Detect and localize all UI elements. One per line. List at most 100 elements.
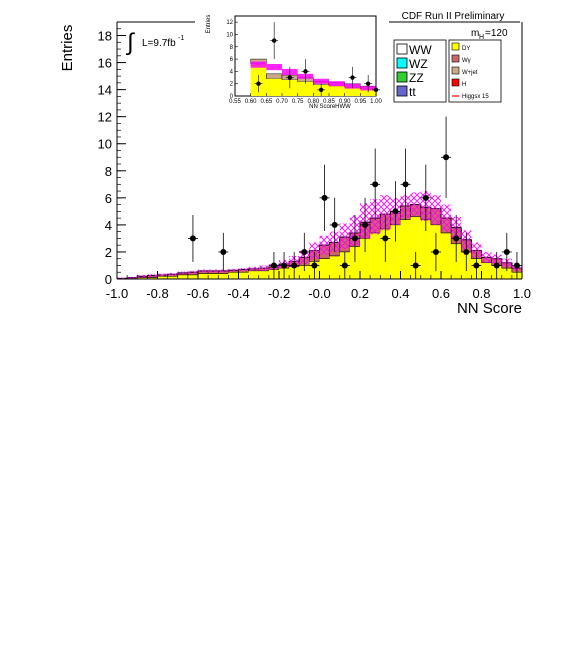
legend-swatch: [396, 71, 408, 83]
data-point: [392, 208, 399, 215]
inset-dy-bar: [266, 78, 282, 96]
uncertainty-band-bin: [471, 242, 482, 258]
inset-x-tick-label: 0.95: [354, 99, 366, 105]
dy-bar: [400, 219, 411, 279]
y-tick-label: 10: [98, 137, 112, 152]
dy-bar: [370, 233, 381, 279]
data-point: [311, 262, 318, 269]
data-point: [301, 248, 308, 255]
uncertainty-band-bin: [177, 271, 188, 275]
x-tick-label: 0.4: [391, 286, 409, 301]
header-box: CDF Run II Preliminary: [389, 9, 520, 23]
data-point: [422, 194, 429, 201]
lumi-text: L=9.7fb: [142, 38, 176, 49]
dy-bar: [238, 272, 249, 279]
y-tick-label: 4: [105, 218, 112, 233]
dy-bar: [349, 246, 360, 279]
mass-label: m H =120: [471, 28, 508, 41]
uncertainty-band-bin: [127, 276, 138, 279]
y-tick-label: 2: [105, 245, 112, 260]
main-data-points: [187, 116, 522, 279]
inset-higgs-band: [266, 64, 282, 71]
inset-x-tick-label: 0.65: [260, 99, 272, 105]
legend-label: Higgsx 15: [462, 94, 489, 100]
inset-data-points: [254, 22, 380, 96]
inset-x-tick-label: 0.80: [307, 99, 319, 105]
data-point: [463, 248, 470, 255]
x-axis-title: NN Score: [457, 300, 522, 317]
dy-bar: [147, 277, 158, 279]
luminosity-label: ∫ L=9.7fb -1: [125, 29, 184, 56]
integral-symbol: ∫: [125, 29, 135, 56]
y-tick-label: 8: [105, 164, 112, 179]
legend-label: ZZ: [409, 71, 424, 85]
data-point: [321, 194, 328, 201]
dy-bar: [501, 268, 512, 279]
dy-bar: [157, 276, 168, 279]
inset-y-tick-label: 0: [230, 94, 234, 100]
inset-x-axis-title: NN ScoreHWW: [309, 104, 351, 110]
x-tick-label: -0.4: [227, 286, 249, 301]
dy-bar: [410, 216, 421, 279]
data-point: [513, 262, 520, 269]
inset-x-tick-label: 0.75: [292, 99, 304, 105]
dy-bar: [299, 265, 310, 279]
legend-label: DY: [462, 46, 470, 52]
y-tick-label: 18: [98, 29, 112, 44]
data-point: [432, 248, 439, 255]
data-point: [443, 154, 450, 161]
uncertainty-band-bin: [339, 223, 350, 250]
data-point: [402, 181, 409, 188]
inset-x-tick-label: 0.90: [339, 99, 351, 105]
data-point: [291, 262, 298, 269]
data-point: [220, 248, 227, 255]
inset-plot: 0.55 0.60 0.65 0.70 0.75 0.80 0.85 0.90 0.95 1.00…: [206, 15, 382, 110]
x-tick-label: -0.2: [268, 286, 290, 301]
uncertainty-band-bin: [430, 195, 441, 225]
data-point: [189, 235, 196, 242]
x-tick-label: -0.6: [187, 286, 209, 301]
dy-bar: [187, 274, 198, 279]
uncertainty-band-bin: [380, 195, 391, 231]
inset-higgs-band: [313, 78, 329, 84]
dy-bar: [258, 270, 269, 279]
legend-label: Wγ: [462, 58, 471, 64]
dy-bar: [390, 224, 401, 279]
dy-bar: [177, 274, 188, 279]
inset-y-tick-label: 4: [230, 69, 234, 75]
y-tick-label: 6: [105, 191, 112, 206]
uncertainty-band-bin: [208, 269, 219, 273]
legend-label: WW: [409, 43, 432, 57]
uncertainty-band-bin: [167, 272, 178, 276]
legend-swatch: [451, 66, 460, 75]
y-tick-label: 16: [98, 56, 112, 71]
dy-bar: [208, 273, 219, 279]
y-tick-label: 14: [98, 83, 112, 98]
uncertainty-band-bin: [248, 266, 259, 271]
inset-x-tick-label: 1.00: [370, 99, 382, 105]
y-tick-label: 12: [98, 110, 112, 125]
dy-bar: [198, 273, 209, 279]
legend-label: W+jet: [462, 70, 478, 76]
data-point: [351, 235, 358, 242]
inset-dy-bar: [329, 86, 345, 96]
inset-axes: 0.55 0.60 0.65 0.70 0.75 0.80 0.85 0.90 0.95 1.00…: [226, 20, 382, 105]
inset-wjet-bar: [266, 73, 283, 80]
dy-bar: [228, 272, 239, 279]
dy-bar: [481, 262, 492, 279]
header-title: CDF Run II Preliminary: [402, 11, 505, 22]
uncertainty-band-bin: [319, 235, 330, 255]
legend-right: DY Wγ W+jet H Higgsx 15: [448, 39, 502, 103]
data-point: [382, 235, 389, 242]
legend-swatch: [396, 85, 408, 97]
inset-data-point: [365, 81, 371, 86]
inset-y-tick-label: 2: [230, 82, 234, 88]
inset-data-point: [350, 75, 355, 80]
inset-y-tick-label: 8: [230, 45, 234, 51]
mass-subscript: H: [479, 34, 484, 41]
uncertainty-band-bin: [117, 277, 128, 279]
x-tick-label: 0.2: [351, 286, 369, 301]
inset-y-tick-label: 6: [230, 57, 234, 63]
inset-y-tick-label: 12: [226, 20, 233, 26]
